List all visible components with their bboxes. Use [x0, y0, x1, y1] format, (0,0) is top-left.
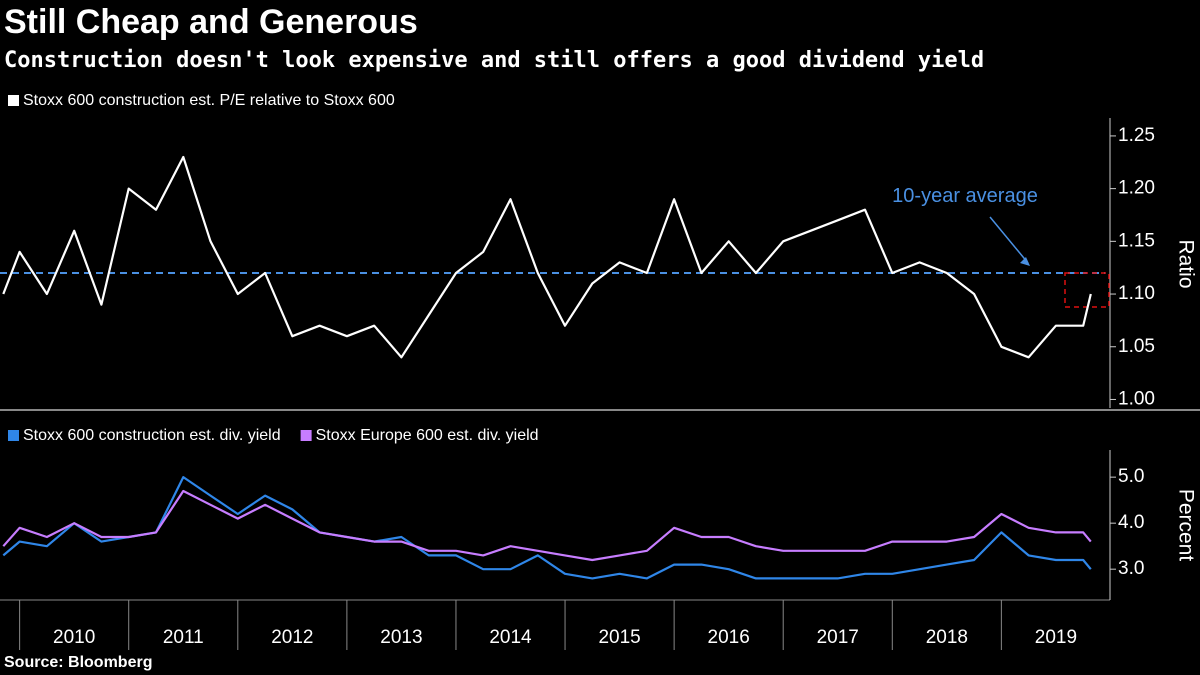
y-tick-label: 5.0: [1118, 466, 1144, 487]
y-tick-label: 1.15: [1118, 230, 1155, 251]
annotation: 10-year average: [892, 185, 1038, 207]
x-tick-label: 2010: [53, 627, 95, 648]
y-tick-label: 1.00: [1118, 388, 1155, 409]
annotation-arrow: [989, 216, 1029, 264]
x-tick-label: 2018: [926, 627, 968, 648]
x-tick-label: 2015: [598, 627, 640, 648]
legend-label: Stoxx 600 construction est. P/E relative…: [23, 92, 395, 109]
source: Source: Bloomberg: [4, 654, 152, 671]
legend-swatch: [8, 430, 19, 441]
legend-swatch: [300, 430, 312, 441]
y-tick-label: 3.0: [1118, 558, 1144, 579]
title: Still Cheap and Generous: [4, 3, 418, 41]
x-tick-label: 2011: [163, 627, 204, 648]
y-axis-label: Percent: [1174, 489, 1197, 562]
subtitle: Construction doesn't look expensive and …: [4, 48, 984, 73]
x-tick-label: 2019: [1035, 627, 1077, 648]
x-tick-label: 2017: [817, 627, 859, 648]
x-tick-label: 2016: [708, 627, 750, 648]
y-tick-label: 1.05: [1118, 336, 1155, 357]
x-tick-label: 2014: [489, 627, 532, 648]
series-line: [2, 155, 1092, 359]
annotation-arrowhead: [1020, 256, 1030, 266]
legend-swatch: [8, 95, 19, 106]
y-tick-label: 1.25: [1118, 125, 1155, 146]
y-tick-label: 4.0: [1118, 512, 1144, 533]
x-tick-label: 2013: [380, 627, 422, 648]
y-tick-label: 1.20: [1118, 178, 1155, 199]
y-axis-label: Ratio: [1174, 239, 1197, 288]
series-line: [2, 489, 1092, 562]
legend-label: Stoxx 600 construction est. div. yield: [23, 427, 281, 444]
y-tick-label: 1.10: [1118, 283, 1155, 304]
series-line: [2, 476, 1092, 580]
legend-label: Stoxx Europe 600 est. div. yield: [316, 427, 539, 444]
x-tick-label: 2012: [271, 627, 313, 648]
